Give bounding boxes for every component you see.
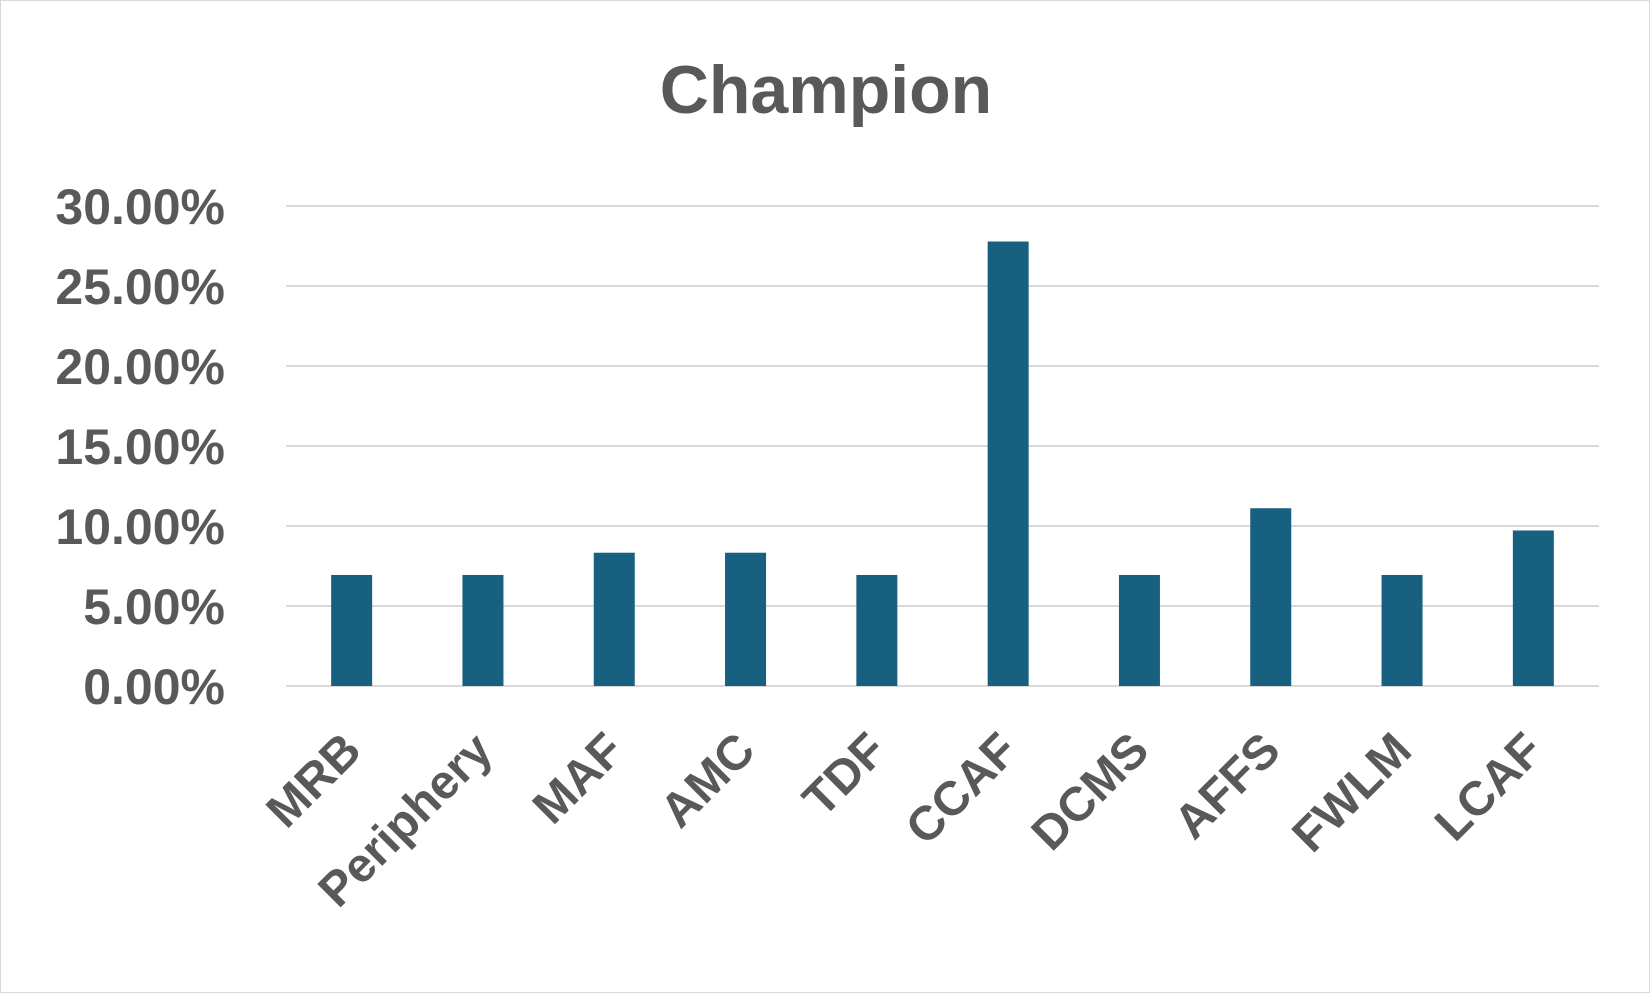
x-tick-label: AFFS [1164, 723, 1290, 849]
x-tick-label: DCMS [1022, 723, 1159, 860]
y-tick-label: 25.00% [55, 259, 225, 315]
x-tick-label: LCAF [1425, 723, 1553, 851]
y-axis-tick-labels: 0.00% 5.00% 10.00% 15.00% 20.00% 25.00% 30.00% [55, 179, 225, 715]
gridlines [286, 205, 1599, 687]
chart-title: Champion [660, 52, 992, 128]
x-tick-label: MRB [257, 723, 372, 838]
bar-dcms [1118, 574, 1160, 686]
y-tick-label: 15.00% [55, 419, 225, 475]
x-tick-label: FWLM [1283, 723, 1422, 862]
y-tick-label: 20.00% [55, 339, 225, 395]
x-tick-label: MAF [523, 723, 634, 834]
bar-affs [1250, 508, 1292, 686]
y-tick-label: 10.00% [55, 499, 225, 555]
bar-mrb [331, 574, 373, 686]
bar-tdf [856, 574, 898, 686]
y-tick-label: 30.00% [55, 179, 225, 235]
bar-lcaf [1512, 530, 1554, 686]
bar-maf [593, 552, 635, 686]
y-tick-label: 0.00% [83, 659, 225, 715]
bars [331, 241, 1554, 686]
y-tick-label: 5.00% [83, 579, 225, 635]
bar-fwlm [1381, 574, 1423, 686]
bar-periphery [462, 574, 504, 686]
x-tick-label: TDF [793, 723, 896, 826]
x-tick-label: CCAF [896, 723, 1028, 855]
bar-amc [725, 552, 767, 686]
x-tick-label: AMC [651, 723, 766, 838]
bar-ccaf [987, 241, 1029, 686]
